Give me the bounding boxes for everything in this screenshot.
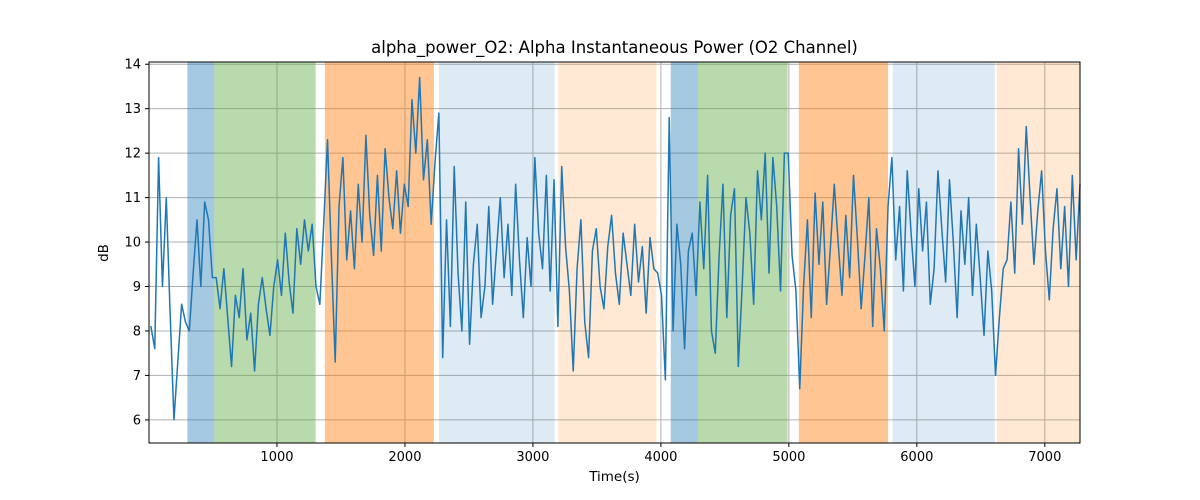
chart-title: alpha_power_O2: Alpha Instantaneous Powe…: [371, 38, 858, 57]
x-tick-label: 4000: [644, 450, 677, 465]
y-tick-label: 12: [124, 147, 141, 162]
data-line: [150, 76, 1081, 421]
band-blue-1: [187, 62, 215, 443]
x-tick-label: 6000: [900, 450, 933, 465]
band-green-2: [698, 62, 788, 443]
x-tick-label: 1000: [260, 450, 293, 465]
y-tick-label: 6: [133, 413, 141, 428]
y-tick-label: 8: [133, 324, 141, 339]
x-tick-label: 7000: [1028, 450, 1061, 465]
y-tick-label: 9: [133, 280, 141, 295]
y-tick-label: 10: [124, 236, 141, 251]
x-axis-label: Time(s): [589, 469, 640, 485]
band-orange-1: [324, 62, 434, 443]
band-green-1: [214, 62, 316, 443]
x-tick-label: 3000: [516, 450, 549, 465]
y-tick-label: 13: [124, 102, 141, 117]
y-tick-label: 14: [124, 58, 141, 73]
x-tick-label: 5000: [772, 450, 805, 465]
axes-spines: [148, 61, 1081, 444]
y-tick-label: 11: [124, 191, 141, 206]
y-tick-label: 7: [133, 369, 141, 384]
x-tick-label: 2000: [388, 450, 421, 465]
